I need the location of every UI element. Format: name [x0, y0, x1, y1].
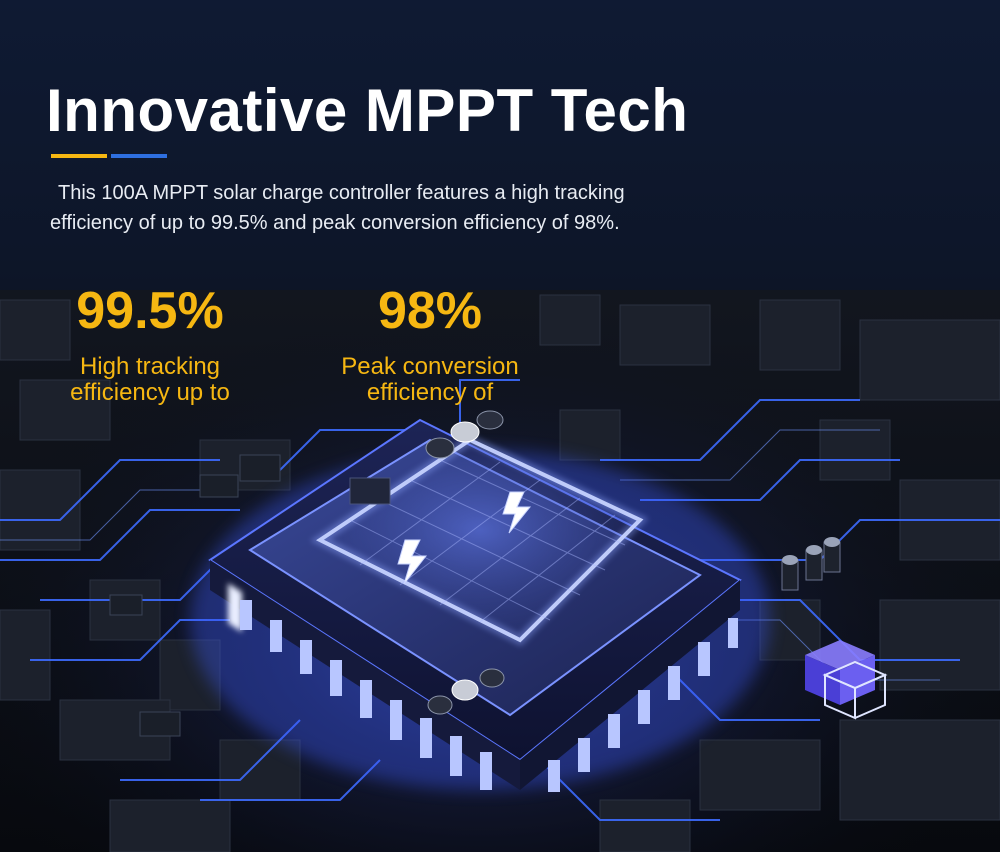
- stat-label-line-1: Peak conversion: [341, 353, 519, 380]
- stat-tracking-efficiency: 99.5% High tracking efficiency up to: [40, 282, 260, 406]
- stat-label-line-2: efficiency of: [366, 379, 494, 406]
- page-title: Innovative MPPT Tech: [46, 77, 689, 144]
- stat-label-line-2: efficiency up to: [70, 379, 230, 406]
- lightning-bolt-icon: [397, 491, 532, 585]
- description-line-2: efficiency of up to 99.5% and peak conve…: [50, 212, 620, 234]
- title-underline-blue: [111, 154, 167, 158]
- feature-description: This 100A MPPT solar charge controller f…: [50, 178, 770, 238]
- stat-label-line-1: High tracking: [79, 353, 221, 380]
- stat-value: 98%: [377, 282, 483, 340]
- stat-label: Peak conversion efficiency of: [310, 354, 550, 406]
- description-line-1: This 100A MPPT solar charge controller f…: [58, 182, 625, 204]
- stat-label: High tracking efficiency up to: [40, 354, 260, 406]
- stat-value: 99.5%: [76, 282, 224, 340]
- stat-conversion-efficiency: 98% Peak conversion efficiency of: [310, 282, 550, 406]
- title-underline-gold: [51, 154, 107, 158]
